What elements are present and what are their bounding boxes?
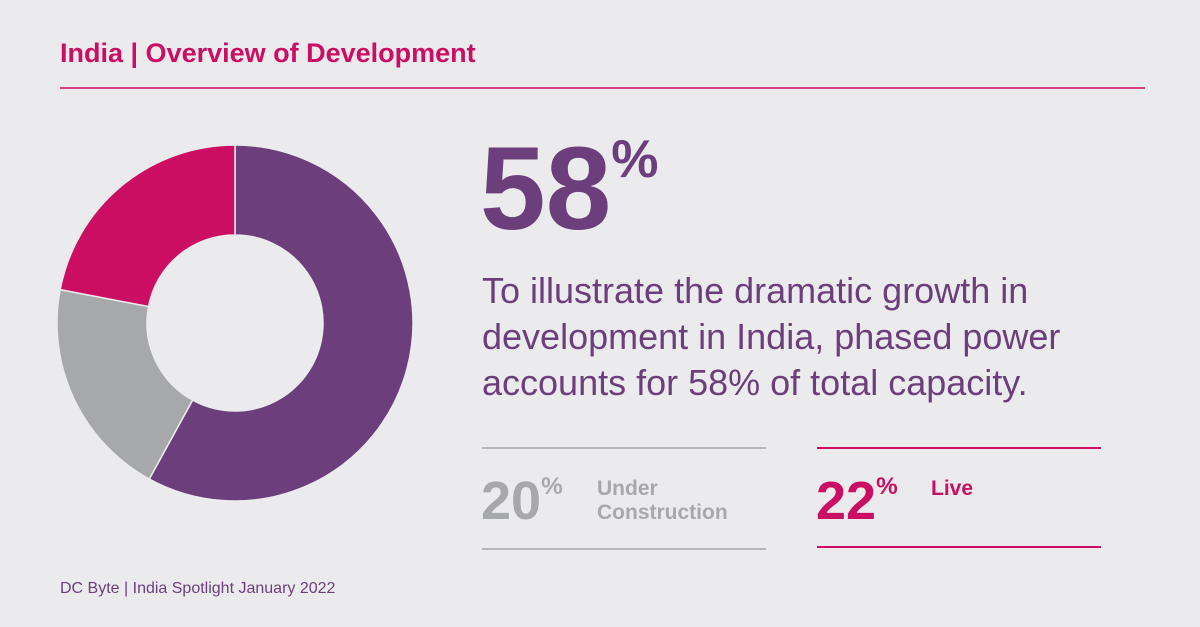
- live-label: Live: [931, 477, 974, 500]
- stat-unit: %: [876, 473, 898, 501]
- donut-slice-phased-power: [148, 144, 414, 502]
- headline-unit: %: [611, 129, 659, 189]
- headline-value: 58: [480, 123, 612, 255]
- stat-divider-bottom: [817, 546, 1101, 548]
- stat-value: 22: [816, 471, 877, 531]
- donut-chart: [56, 144, 414, 502]
- stat-value: 20: [481, 471, 542, 531]
- stat-divider-bottom: [482, 548, 766, 550]
- title-divider: [60, 87, 1145, 89]
- stat-divider-top: [482, 447, 766, 449]
- page-title: India | Overview of Development: [60, 38, 476, 68]
- donut-slice-under-construction: [56, 288, 194, 481]
- headline-stat: 58%: [480, 130, 658, 248]
- donut-slice-live: [59, 144, 236, 308]
- under-construction-label: Under Construction: [597, 477, 728, 524]
- live-stat: 22%: [816, 474, 898, 528]
- footer-source: DC Byte | India Spotlight January 2022: [60, 580, 336, 597]
- stat-divider-top: [817, 447, 1101, 449]
- stat-unit: %: [541, 473, 563, 501]
- under-construction-stat: 20%: [481, 474, 563, 528]
- description: To illustrate the dramatic growth in dev…: [482, 270, 1061, 403]
